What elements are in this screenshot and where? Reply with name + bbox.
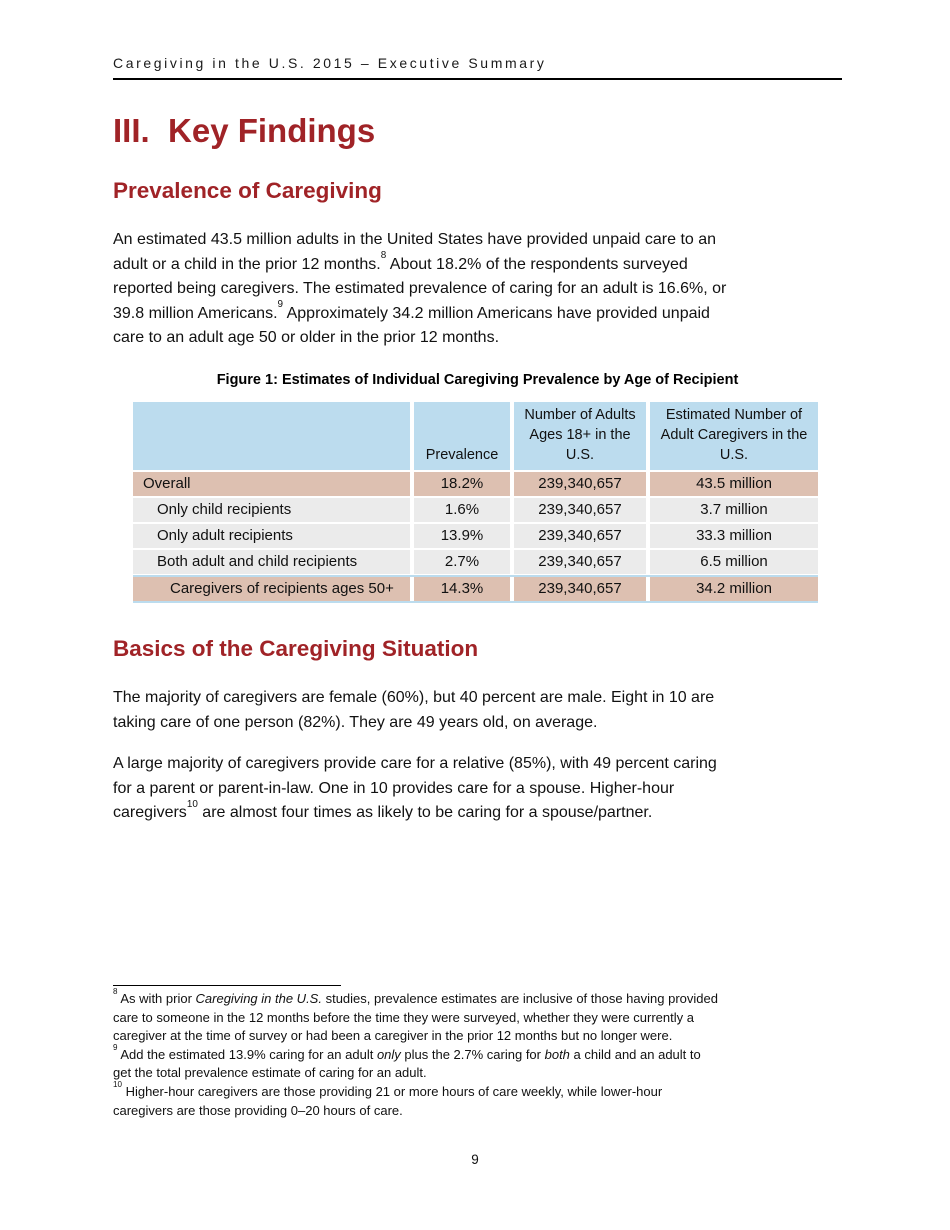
page-number: 9 <box>471 1152 479 1167</box>
footnote-9: 9 Add the estimated 13.9% caring for an … <box>113 1042 842 1083</box>
figure-caption: Figure 1: Estimates of Individual Caregi… <box>216 371 739 388</box>
paragraph-basics-2: A large majority of caregivers provide c… <box>113 752 842 826</box>
text-run: The majority of caregivers are female (6… <box>113 688 715 731</box>
footnote-marker: 10 <box>113 1079 122 1089</box>
row-label: Overall <box>133 471 410 496</box>
header-cell-blank <box>133 401 410 470</box>
row-value: 18.2% <box>414 471 510 496</box>
text-run: As with prior <box>117 990 196 1006</box>
row-value: 43.5 million <box>650 471 818 496</box>
table-row: Overall 18.2% 239,340,657 43.5 million <box>133 471 818 496</box>
text-run: Higher-hour caregivers are those providi… <box>113 1083 663 1118</box>
text-run: studies, prevalence estimates are inclus… <box>113 990 718 1044</box>
header-cell-adults: Number of Adults Ages 18+ in the U.S. <box>514 401 646 470</box>
footnotes-section: 8 As with prior Caregiving in the U.S. s… <box>113 984 842 1120</box>
footnote-marker: 8 <box>113 986 118 996</box>
text-run: both <box>544 1046 570 1062</box>
page-content: Caregiving in the U.S. 2015 – Executive … <box>113 55 842 1120</box>
table-row: Both adult and child recipients 2.7% 239,3… <box>133 549 818 574</box>
row-value: 239,340,657 <box>514 576 646 601</box>
text-run: only <box>376 1046 401 1062</box>
footnote-10: 10 Higher-hour caregivers are those prov… <box>113 1079 842 1120</box>
section-heading-prevalence: Prevalence of Caregiving <box>113 178 382 203</box>
text-run: Add the estimated 13.9% caring for an ad… <box>117 1046 377 1062</box>
row-value: 3.7 million <box>650 497 818 522</box>
row-value: 33.3 million <box>650 523 818 548</box>
footnote-marker: 9 <box>113 1042 118 1052</box>
text-run: Approximately 34.2 million Americans hav… <box>113 304 710 347</box>
header-cell-caregivers: Estimated Number of Adult Caregivers in … <box>650 401 818 470</box>
footnote-marker: 10 <box>186 798 198 810</box>
text-run: About 18.2% of the respondents surveyed … <box>113 255 727 322</box>
table-row: Only child recipients 1.6% 239,340,657 3.7 … <box>133 497 818 522</box>
row-value: 239,340,657 <box>514 471 646 496</box>
row-value: 6.5 million <box>650 549 818 574</box>
text-run: Caregiving in the U.S. <box>195 990 322 1006</box>
running-header: Caregiving in the U.S. 2015 – Executive … <box>113 55 842 80</box>
row-value: 1.6% <box>414 497 510 522</box>
table-header-row: Prevalence Number of Adults Ages 18+ in … <box>133 401 818 470</box>
text-run: are almost four times as likely to be ca… <box>197 804 653 822</box>
row-value: 2.7% <box>414 549 510 574</box>
row-value: 13.9% <box>414 523 510 548</box>
row-value: 239,340,657 <box>514 549 646 574</box>
main-heading: III. Key Findings <box>113 112 376 149</box>
text-run: a child and an adult to get the total pr… <box>113 1046 701 1081</box>
section-heading-basics: Basics of the Caregiving Situation <box>113 635 479 661</box>
text-run: plus the 2.7% caring for <box>400 1046 545 1062</box>
row-label: Caregivers of recipients ages 50+ <box>133 576 410 601</box>
row-value: 239,340,657 <box>514 523 646 548</box>
table-row: Only adult recipients 13.9% 239,340,657 33.… <box>133 523 818 548</box>
paragraph-basics-1: The majority of caregivers are female (6… <box>113 686 842 735</box>
row-label: Only adult recipients <box>133 523 410 548</box>
header-cell-prevalence: Prevalence <box>414 401 510 470</box>
footnote-marker: 9 <box>277 299 284 310</box>
paragraph-prevalence: An estimated 43.5 million adults in the … <box>113 228 842 351</box>
figure1-table: Prevalence Number of Adults Ages 18+ in … <box>133 401 818 603</box>
footnote-rule <box>113 984 341 986</box>
row-label: Only child recipients <box>133 497 410 522</box>
row-value: 239,340,657 <box>514 497 646 522</box>
row-label: Both adult and child recipients <box>133 549 410 574</box>
figure1-table-body: Overall 18.2% 239,340,657 43.5 million Only … <box>133 471 818 603</box>
row-value: 34.2 million <box>650 576 818 601</box>
row-value: 14.3% <box>414 576 510 601</box>
table-row: Caregivers of recipients ages 50+ 14.3% 23… <box>133 574 818 603</box>
footnote-8: 8 As with prior Caregiving in the U.S. s… <box>113 986 842 1046</box>
text-run: An estimated 43.5 million adults in the … <box>113 231 717 273</box>
footnote-marker: 8 <box>380 249 387 261</box>
text-run: A large majority of caregivers provide c… <box>113 755 717 822</box>
